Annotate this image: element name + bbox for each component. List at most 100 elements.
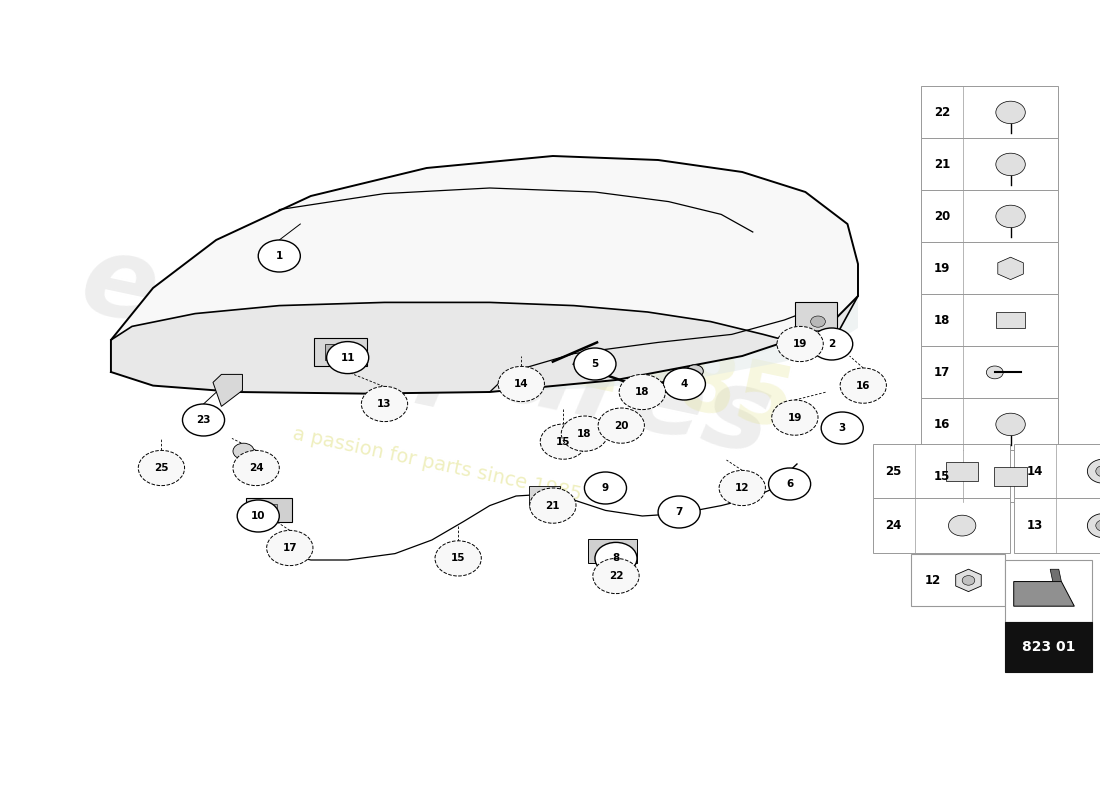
Text: 14: 14 xyxy=(1026,465,1043,478)
Bar xyxy=(872,498,1010,553)
Circle shape xyxy=(584,472,627,504)
Text: 12: 12 xyxy=(924,574,940,587)
Bar xyxy=(993,467,1027,486)
Circle shape xyxy=(811,330,825,342)
Text: 14: 14 xyxy=(514,379,529,389)
Text: 22: 22 xyxy=(934,106,950,119)
Text: 15: 15 xyxy=(934,470,950,483)
Circle shape xyxy=(238,500,279,532)
Text: 16: 16 xyxy=(934,418,950,431)
Polygon shape xyxy=(529,486,560,506)
Circle shape xyxy=(1088,459,1100,483)
Polygon shape xyxy=(490,296,858,392)
Circle shape xyxy=(327,342,368,374)
Bar xyxy=(1014,444,1100,498)
Circle shape xyxy=(258,240,300,272)
Bar xyxy=(921,346,1058,398)
Circle shape xyxy=(996,205,1025,227)
Circle shape xyxy=(987,366,1003,379)
Text: 823 01: 823 01 xyxy=(1022,640,1075,654)
Text: 1985: 1985 xyxy=(558,320,801,448)
Text: 8: 8 xyxy=(613,554,619,563)
Circle shape xyxy=(1088,514,1100,538)
Polygon shape xyxy=(213,374,242,406)
Polygon shape xyxy=(795,302,837,350)
Circle shape xyxy=(139,450,185,486)
Circle shape xyxy=(233,443,254,459)
Bar xyxy=(921,450,1058,502)
Polygon shape xyxy=(998,257,1023,279)
Text: 21: 21 xyxy=(934,158,950,171)
Polygon shape xyxy=(996,313,1025,329)
Circle shape xyxy=(498,366,544,402)
Circle shape xyxy=(948,515,976,536)
Text: 11: 11 xyxy=(340,353,355,362)
Bar xyxy=(1005,560,1091,622)
Text: 17: 17 xyxy=(934,366,950,379)
Circle shape xyxy=(561,416,607,451)
Bar xyxy=(946,462,978,481)
Text: 2: 2 xyxy=(828,339,835,349)
Circle shape xyxy=(719,470,766,506)
Bar xyxy=(872,444,1010,498)
Circle shape xyxy=(811,328,852,360)
Bar xyxy=(911,554,1005,606)
Text: 20: 20 xyxy=(614,421,628,430)
Circle shape xyxy=(593,558,639,594)
Text: 18: 18 xyxy=(578,429,592,438)
Text: 12: 12 xyxy=(735,483,749,493)
Text: 10: 10 xyxy=(251,511,265,521)
Polygon shape xyxy=(111,296,858,394)
Circle shape xyxy=(619,374,666,410)
Text: 7: 7 xyxy=(675,507,683,517)
Circle shape xyxy=(811,316,825,327)
Polygon shape xyxy=(111,156,858,372)
Circle shape xyxy=(1096,466,1100,477)
Circle shape xyxy=(266,530,314,566)
Polygon shape xyxy=(956,570,981,592)
Circle shape xyxy=(772,400,818,435)
Text: 1: 1 xyxy=(276,251,283,261)
Text: 25: 25 xyxy=(154,463,168,473)
Polygon shape xyxy=(324,344,351,360)
Text: eurospares: eurospares xyxy=(72,226,781,478)
Polygon shape xyxy=(1050,570,1062,582)
Bar xyxy=(921,242,1058,294)
Text: 15: 15 xyxy=(451,554,465,563)
Text: a passion for parts since 1985: a passion for parts since 1985 xyxy=(290,424,583,504)
Circle shape xyxy=(996,413,1025,435)
Text: 19: 19 xyxy=(793,339,807,349)
Circle shape xyxy=(996,153,1025,176)
Circle shape xyxy=(996,102,1025,124)
Circle shape xyxy=(598,408,645,443)
Text: 23: 23 xyxy=(196,415,211,425)
Bar xyxy=(921,294,1058,346)
Text: 15: 15 xyxy=(557,437,571,446)
Circle shape xyxy=(769,468,811,500)
Text: 18: 18 xyxy=(635,387,649,397)
Text: 16: 16 xyxy=(856,381,870,390)
Polygon shape xyxy=(245,498,292,522)
Text: 3: 3 xyxy=(838,423,846,433)
Circle shape xyxy=(1096,520,1100,531)
Polygon shape xyxy=(587,539,637,563)
Circle shape xyxy=(233,450,279,486)
Text: 24: 24 xyxy=(886,519,902,532)
Text: 9: 9 xyxy=(602,483,609,493)
Bar xyxy=(1014,498,1100,553)
Text: 20: 20 xyxy=(934,210,950,223)
Text: 13: 13 xyxy=(1026,519,1043,532)
Circle shape xyxy=(658,496,701,528)
Bar xyxy=(921,190,1058,242)
Circle shape xyxy=(962,576,975,586)
Circle shape xyxy=(362,386,408,422)
Polygon shape xyxy=(1014,582,1075,606)
Text: 5: 5 xyxy=(592,359,598,369)
Circle shape xyxy=(434,541,482,576)
Circle shape xyxy=(822,414,851,437)
Text: 21: 21 xyxy=(546,501,560,510)
Polygon shape xyxy=(254,504,277,517)
Circle shape xyxy=(595,542,637,574)
Circle shape xyxy=(183,404,224,436)
Circle shape xyxy=(530,488,576,523)
